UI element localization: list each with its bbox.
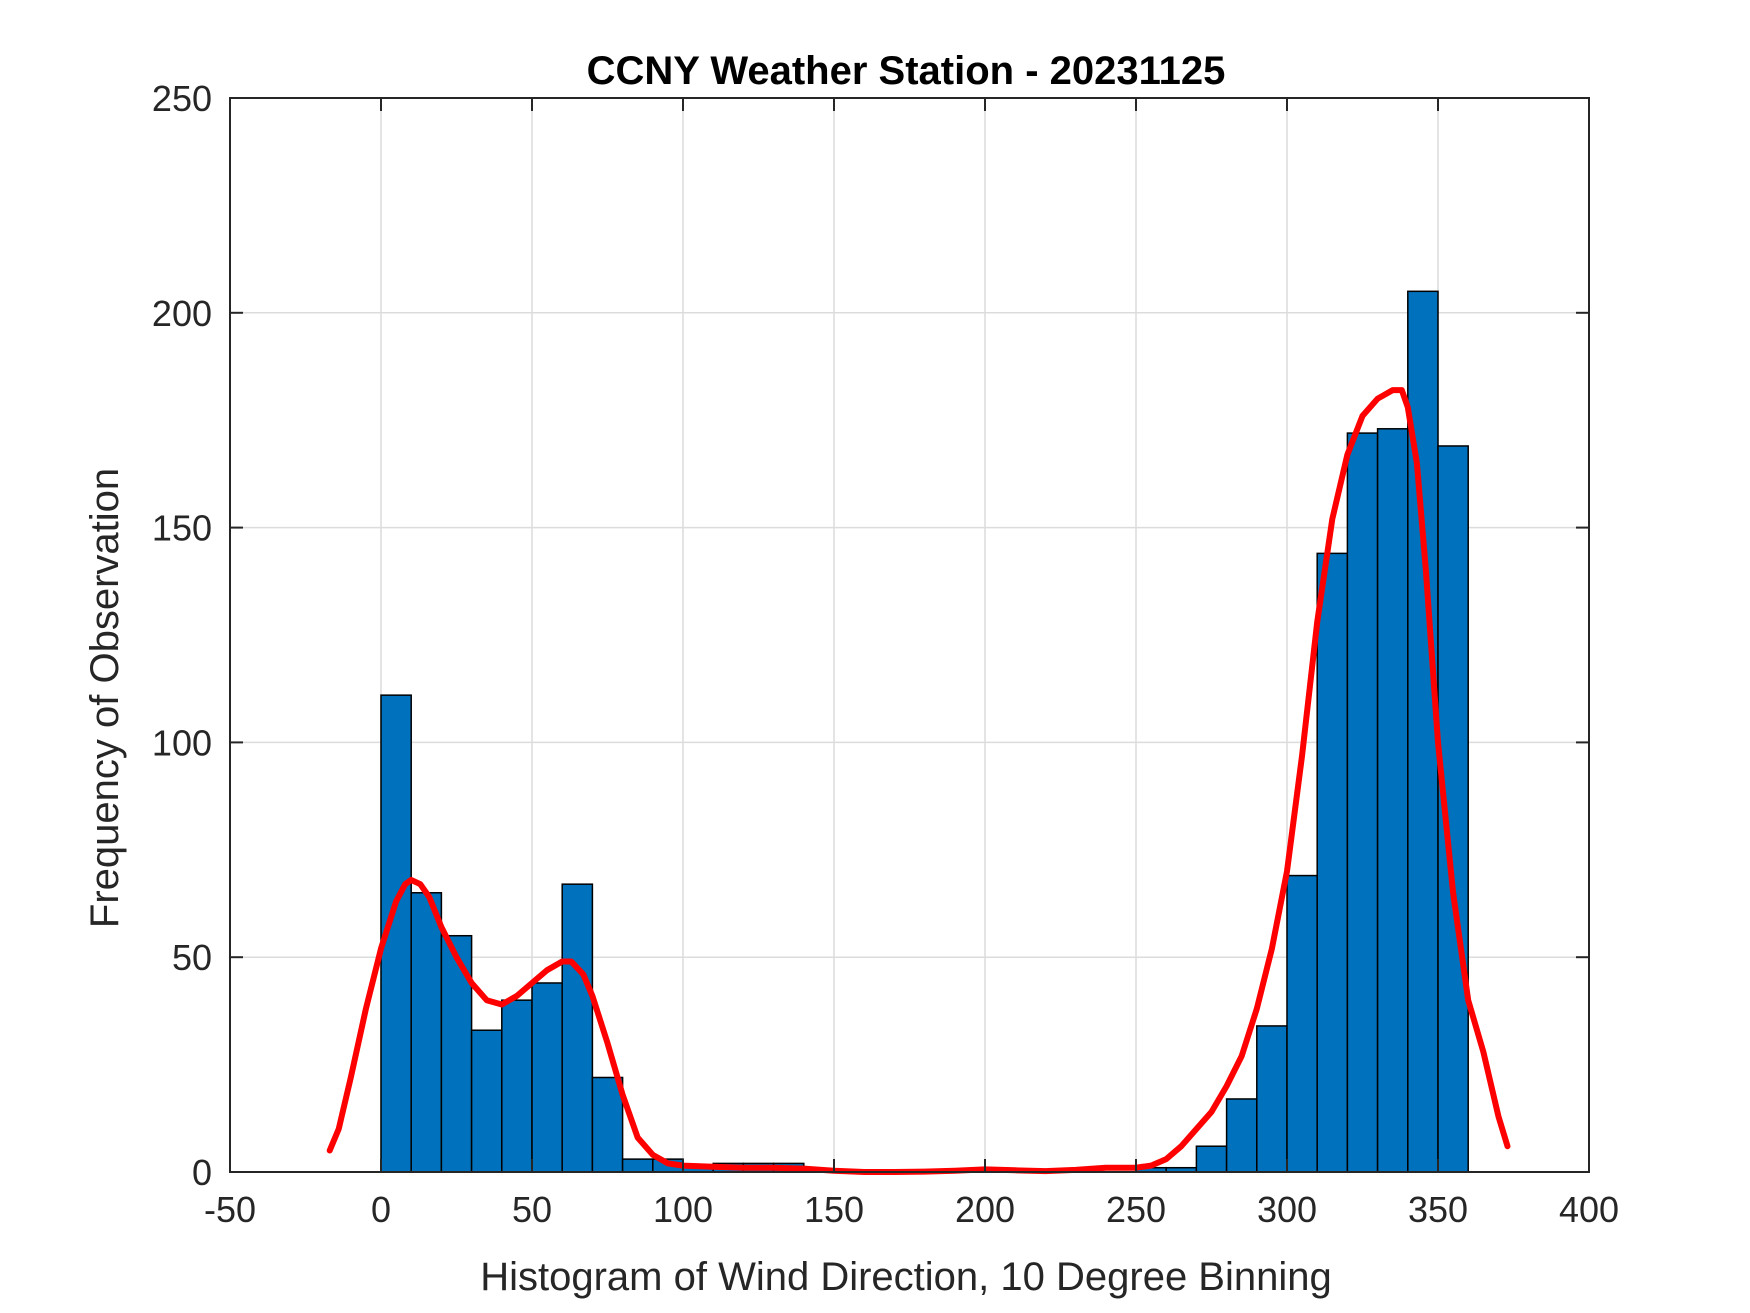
histogram-bar: [591, 1076, 624, 1173]
x-tick-label: 350: [1408, 1189, 1468, 1230]
x-tick-label: -50: [204, 1189, 256, 1230]
ticks-layer: -50 0 50 100 150 200 250 300 350 4000501001502002…: [152, 78, 1619, 1230]
y-tick-label: 200: [152, 293, 212, 334]
histogram-bar: [1225, 1098, 1258, 1173]
x-tick-label: 300: [1257, 1189, 1317, 1230]
y-tick-label: 100: [152, 722, 212, 763]
bars-layer: [380, 290, 1469, 1173]
histogram-bar: [561, 883, 594, 1173]
axes-box: [229, 97, 1590, 1173]
x-tick-label: 200: [955, 1189, 1015, 1230]
y-tick-label: 50: [172, 937, 212, 978]
histogram-bar: [1286, 874, 1318, 1173]
y-axis-label: Frequency of Observation: [83, 468, 127, 928]
x-tick-label: 0: [371, 1189, 391, 1230]
histogram-bar: [1376, 428, 1409, 1173]
x-tick-label: 400: [1559, 1189, 1619, 1230]
histogram-bar: [621, 1158, 654, 1173]
histogram-bar: [410, 892, 443, 1173]
x-axis-label: Histogram of Wind Direction, 10 Degree B…: [480, 1255, 1332, 1299]
histogram-bar: [1437, 445, 1469, 1173]
chart-title: CCNY Weather Station - 20231125: [587, 49, 1226, 93]
y-tick-label: 150: [152, 508, 212, 549]
axes-frame: [229, 97, 1590, 1173]
histogram-bar: [501, 999, 533, 1173]
y-tick-label: 250: [152, 78, 212, 119]
x-tick-label: 150: [804, 1189, 864, 1230]
y-tick-label: 0: [192, 1152, 212, 1193]
x-tick-label: 100: [653, 1189, 713, 1230]
histogram-bar: [1256, 1025, 1288, 1173]
histogram-bar: [531, 982, 563, 1173]
histogram-bar: [1195, 1145, 1228, 1173]
histogram-bar: [470, 1029, 503, 1173]
x-tick-label: 250: [1106, 1189, 1166, 1230]
histogram-bar: [1346, 432, 1379, 1173]
x-tick-label: 50: [512, 1189, 552, 1230]
histogram-bar: [1316, 552, 1349, 1173]
